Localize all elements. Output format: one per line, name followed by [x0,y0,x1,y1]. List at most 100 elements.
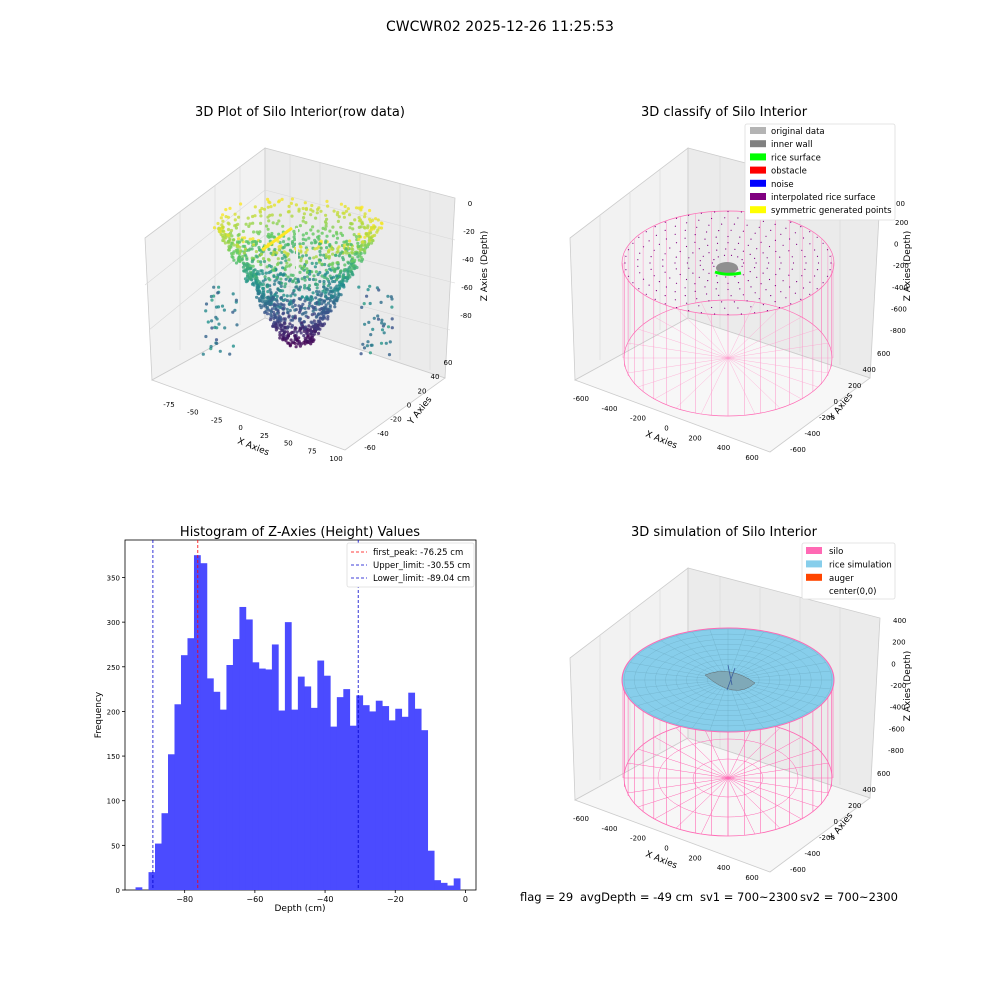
raw-data-point [265,224,269,228]
histogram-title: Histogram of Z-Axies (Height) Values [180,525,420,540]
raw-data-point [328,229,332,233]
raw-data-point [353,266,357,270]
raw-data-point [230,234,234,238]
interpolated-surface-point [637,259,639,261]
raw-data-point [363,226,367,230]
simulation-z-tick: 200 [892,639,905,647]
raw-data-point [229,228,234,233]
raw-data-point [290,325,294,329]
raw-data-point [313,329,317,333]
interpolated-surface-point [750,238,752,240]
raw-data-point [298,224,302,228]
raw-data-point [348,213,352,217]
raw-data-point [379,341,384,345]
interpolated-surface-point [741,259,743,261]
raw-data-point [330,247,334,251]
raw-data-point [321,308,325,312]
raw-data-point [314,282,318,286]
raw-data-point [379,300,383,304]
raw-data-point [321,226,325,230]
raw-data-point [255,278,259,282]
raw-data-point [316,235,320,239]
raw-data-point [336,266,340,270]
raw-data-point [265,307,269,311]
legend-swatch [806,547,822,554]
interpolated-surface-point [706,231,708,233]
raw-data-point [294,285,298,289]
raw-data-point [253,214,257,218]
raw-data-point [267,276,271,281]
interpolated-surface-point [685,278,688,281]
interpolated-surface-point [762,304,765,306]
histogram-bar [382,706,390,890]
raw-data-point [248,275,253,279]
raw-data-point [293,316,297,320]
raw-data-point [324,272,328,276]
interpolated-surface-point [715,288,717,290]
raw-data-point [264,304,268,308]
interpolated-surface-point [727,288,729,291]
classify-x-label: X Axies [644,430,679,452]
raw-data-point [316,293,320,297]
raw-y-tick: -40 [377,430,388,438]
interpolated-surface-point [704,286,706,288]
interpolated-surface-point [674,225,677,227]
histogram-x-ticks: −80 −60 −40 −20 0 [176,890,468,904]
y-tick-label: 100 [107,798,120,806]
simulation-legend: silo rice simulation auger center(0,0) [801,542,896,600]
raw-data-point [337,292,341,296]
raw-data-point [309,326,313,330]
simulation-z-ticks: 400 200 0 -200 -400 -600 -800 [888,617,906,755]
interpolated-surface-point [801,249,803,251]
raw-data-point [324,255,329,259]
raw-x-tick: 100 [329,455,342,463]
interpolated-surface-point [627,275,630,277]
raw-data-point [294,225,299,229]
interpolated-surface-point [742,250,745,252]
interpolated-surface-point [734,248,736,250]
interpolated-surface-point [790,303,792,305]
interpolated-surface-point [733,301,736,303]
raw-data-point [275,275,279,280]
raw-data-point [319,239,323,243]
raw-data-point [256,259,260,263]
raw-data-point [262,207,267,211]
raw-data-point [267,200,271,204]
raw-data-point [289,338,293,342]
raw-data-point [294,281,298,285]
x-tick-label: −20 [387,895,404,904]
raw-data-point [201,352,205,356]
raw-data-point [335,298,339,302]
interpolated-surface-point [730,229,732,231]
raw-data-point [304,253,308,257]
raw-data-point [330,263,334,267]
simulation-z-tick: -800 [888,747,904,755]
interpolated-surface-point [639,272,641,274]
raw-data-point [390,317,394,321]
raw-data-point [236,237,241,241]
legend-label: silo [829,547,843,557]
interpolated-surface-point [804,268,806,270]
raw-streak [261,226,293,252]
histogram-bars [135,555,461,890]
raw-data-point [284,259,288,263]
raw-data-point [369,236,373,240]
interpolated-surface-point [826,249,829,251]
simulation-z-tick: -400 [890,704,906,712]
raw-data-point [269,312,273,316]
raw-data-point [236,233,240,237]
interpolated-surface-point [664,253,666,255]
raw-data-point [291,305,295,309]
histogram-bar [297,676,305,890]
raw-data-point [331,300,335,304]
raw-data-point [235,323,239,327]
raw-data-point [250,256,254,260]
raw-data-point [366,224,370,228]
interpolated-surface-point [779,268,781,270]
interpolated-surface-point [809,243,811,245]
raw-data-point [328,304,332,308]
interpolated-surface-point [655,290,658,292]
interpolated-surface-point [754,267,756,269]
raw-data-point [331,279,335,284]
interpolated-surface-point [809,231,811,233]
